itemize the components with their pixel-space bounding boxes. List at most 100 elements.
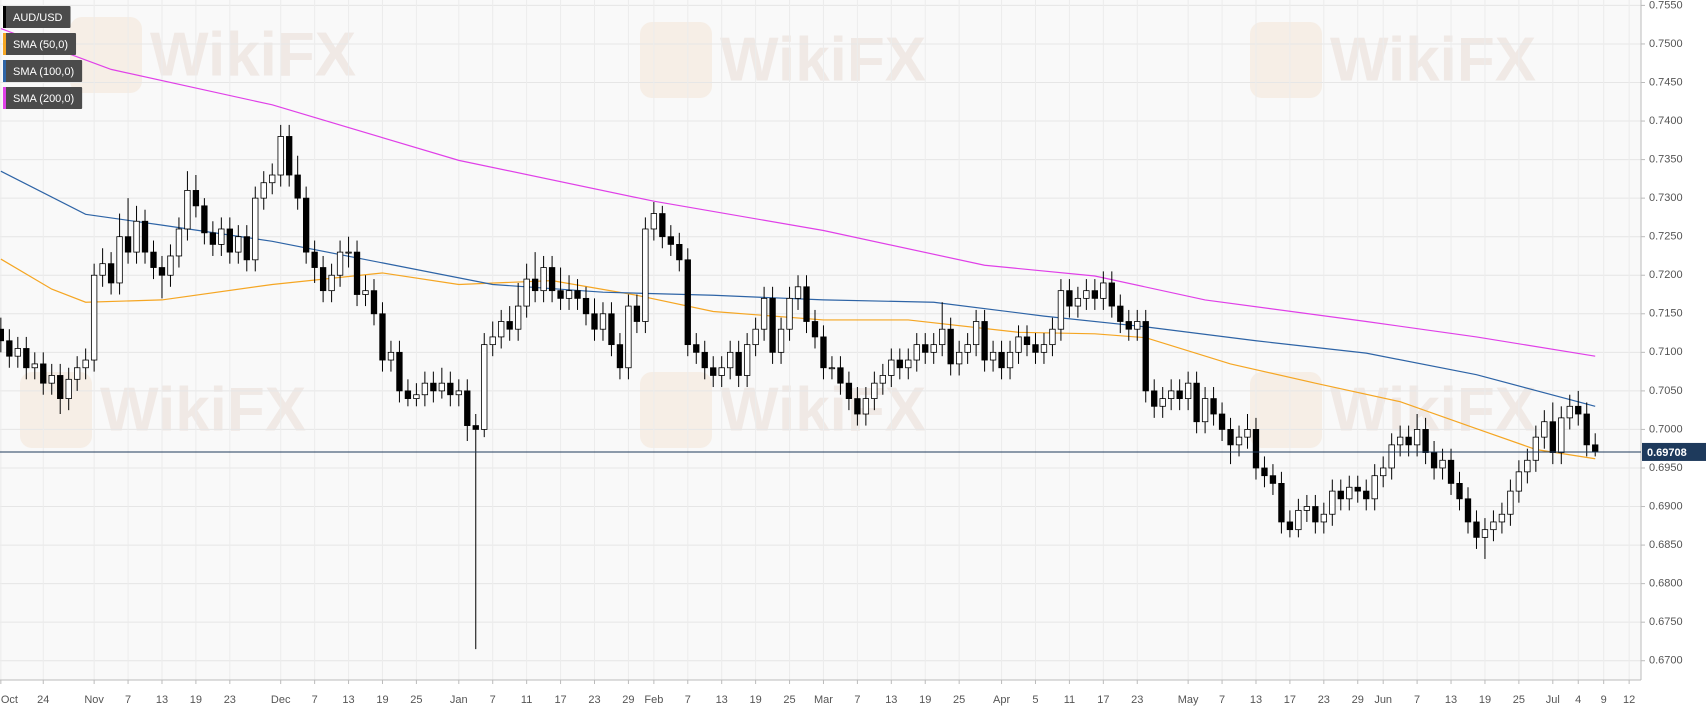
candle-body (1066, 290, 1073, 307)
candle-body (515, 305, 522, 330)
candle-body (158, 267, 166, 276)
x-tick-label: Jun (1374, 694, 1392, 706)
watermark-icon (1250, 22, 1322, 98)
candle-body (667, 236, 674, 245)
sma-line (0, 27, 1596, 357)
candle-body (99, 263, 106, 276)
candle-body (565, 290, 573, 299)
x-tick-label: 13 (342, 694, 354, 706)
x-tick-label: 11 (1064, 694, 1075, 706)
candle-body (735, 351, 742, 376)
x-tick-label: 25 (1513, 694, 1525, 706)
candle-body (1100, 282, 1107, 299)
candle-body (1134, 321, 1141, 330)
candles (0, 124, 1599, 650)
candle-body (260, 182, 267, 199)
candle-body (777, 328, 785, 353)
candle-body (1566, 405, 1573, 419)
candle-body (693, 344, 700, 353)
candle-body (464, 390, 471, 426)
candle-body (243, 236, 250, 261)
y-tick-label: 0.7000 (1649, 423, 1683, 435)
candle-body (1184, 382, 1192, 399)
candle-body (1049, 328, 1056, 346)
candle-body (1464, 498, 1472, 523)
x-tick-label: 9 (1601, 694, 1607, 706)
candle-body (1295, 509, 1302, 531)
x-tick-label: 7 (1414, 694, 1420, 706)
x-tick-label: 17 (554, 694, 566, 706)
candle-body (404, 390, 412, 399)
candle-body (599, 313, 607, 330)
x-tick-label: 29 (622, 694, 634, 706)
candle-body (387, 351, 395, 361)
y-tick-label: 0.6800 (1649, 578, 1683, 590)
x-tick-label: 19 (190, 694, 202, 706)
candle-body (269, 174, 276, 184)
candle-body (489, 336, 496, 346)
candle-body (1269, 475, 1277, 484)
candle-body (1032, 344, 1039, 353)
candle-body (769, 297, 776, 353)
legend-label: SMA (50,0) (13, 39, 68, 51)
x-tick-label: 23 (1318, 694, 1330, 706)
legend: AUD/USD SMA (50,0) SMA (100,0) SMA (200,0) (3, 6, 83, 109)
candle-body (175, 228, 183, 257)
x-tick-label: 7 (490, 694, 496, 706)
candle-body (1575, 405, 1582, 415)
x-tick-label: Jan (450, 694, 468, 706)
candle-body (1168, 390, 1175, 399)
candle-body (718, 367, 725, 376)
x-tick-label: Feb (644, 694, 663, 706)
legend-swatch (3, 87, 6, 109)
x-tick-label: 5 (1032, 694, 1038, 706)
y-tick-label: 0.7200 (1649, 269, 1683, 281)
candle-body (981, 321, 988, 361)
candle-body (523, 278, 530, 307)
watermark: WikiFX (100, 375, 306, 444)
candle-body (1405, 436, 1412, 446)
candle-body (1074, 297, 1082, 307)
candle-body (1227, 429, 1234, 446)
candle-body (1040, 344, 1048, 353)
candle-body (1235, 436, 1243, 446)
candle-body (1490, 521, 1497, 531)
y-tick-label: 0.7500 (1649, 38, 1683, 50)
legend-label: SMA (200,0) (13, 93, 74, 105)
legend-box (3, 6, 71, 28)
legend-box (3, 33, 77, 55)
candle-body (964, 344, 971, 353)
x-tick-label: Oct (1, 694, 18, 706)
y-tick-label: 0.6750 (1649, 616, 1683, 628)
candle-body (1151, 390, 1158, 407)
candle-body (23, 348, 30, 369)
candle-body (498, 321, 505, 338)
candle-body (1193, 382, 1200, 423)
watermark: WikiFX (1330, 375, 1536, 444)
candle-body (1091, 290, 1099, 299)
candle-body (1388, 444, 1395, 469)
x-tick-label: 25 (410, 694, 422, 706)
x-tick-label: 29 (1352, 694, 1364, 706)
candle-body (311, 251, 318, 268)
candle-body (1363, 490, 1370, 500)
candle-body (548, 267, 556, 292)
x-tick-label: 24 (37, 694, 49, 706)
x-tick-label: Jul (1546, 694, 1560, 706)
candle-body (1278, 483, 1285, 523)
candle-body (1346, 486, 1353, 500)
candle-body (710, 367, 717, 376)
x-tick-label: 25 (953, 694, 965, 706)
candle-body (1422, 429, 1429, 453)
x-tick-label: 13 (885, 694, 897, 706)
candle-body (1159, 398, 1166, 407)
x-tick-label: 19 (376, 694, 388, 706)
candle-body (854, 398, 861, 415)
indicators (0, 27, 1596, 460)
candle-body (659, 213, 666, 238)
last-price: 0.69708 (0, 442, 1706, 461)
candle-body (1473, 521, 1480, 538)
candle-body (922, 344, 929, 353)
y-tick-label: 0.7100 (1649, 346, 1683, 358)
candle-body (1498, 513, 1506, 523)
